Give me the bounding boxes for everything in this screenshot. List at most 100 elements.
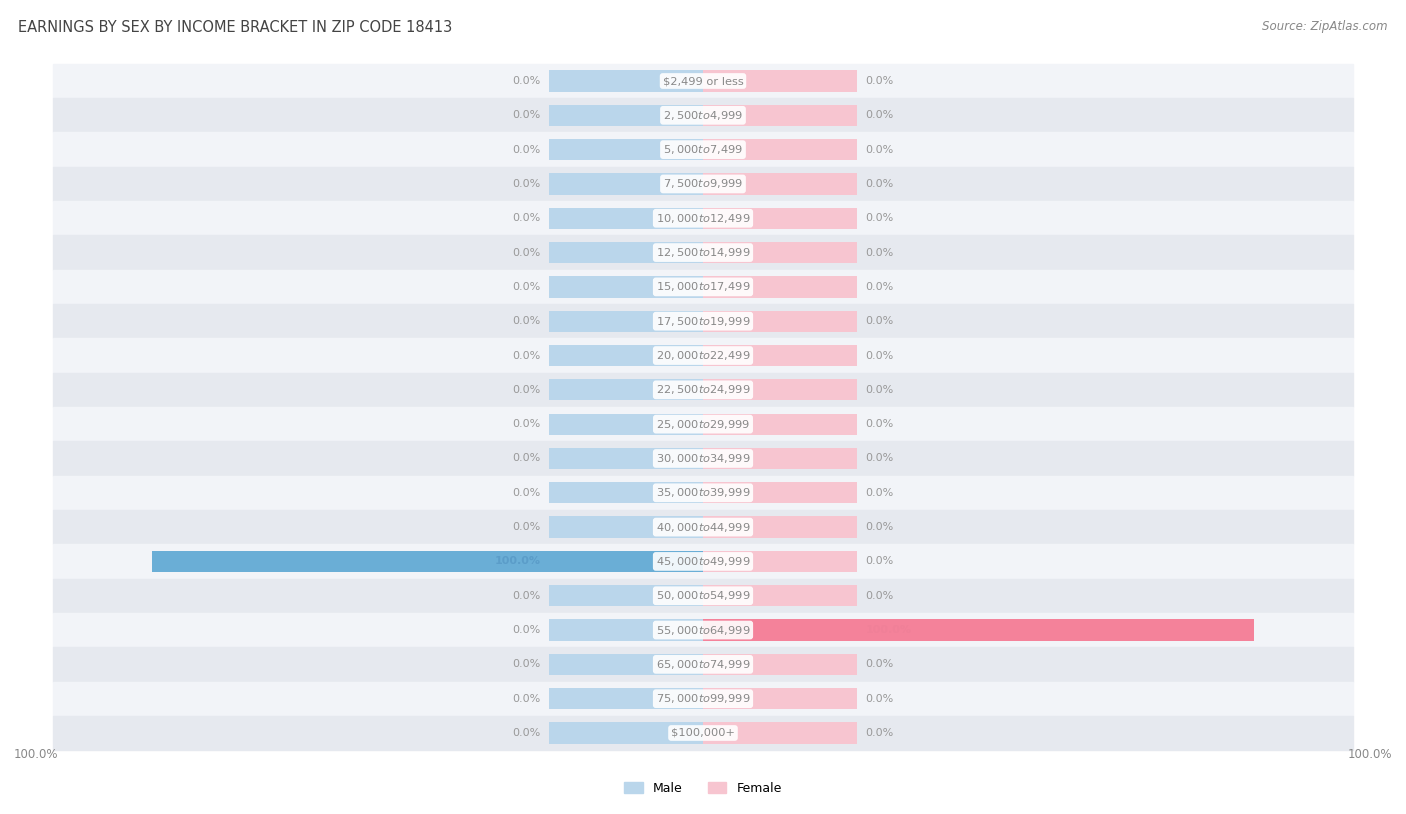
Bar <box>52 545 1354 579</box>
Text: Source: ZipAtlas.com: Source: ZipAtlas.com <box>1263 20 1388 33</box>
Text: 0.0%: 0.0% <box>866 111 894 120</box>
Bar <box>703 722 858 744</box>
Bar <box>52 235 1354 269</box>
Bar <box>548 551 703 572</box>
Bar <box>548 242 703 263</box>
Bar <box>703 311 858 332</box>
Bar <box>703 619 1254 641</box>
Bar <box>52 716 1354 751</box>
Text: 0.0%: 0.0% <box>866 659 894 669</box>
Legend: Male, Female: Male, Female <box>619 777 787 800</box>
Text: $20,000 to $22,499: $20,000 to $22,499 <box>655 349 751 362</box>
Text: 0.0%: 0.0% <box>512 488 540 498</box>
Bar <box>548 379 703 400</box>
Text: $100,000+: $100,000+ <box>671 728 735 738</box>
Bar <box>703 276 858 298</box>
Bar <box>703 585 858 606</box>
Bar <box>52 269 1354 304</box>
Bar <box>52 579 1354 613</box>
Text: 0.0%: 0.0% <box>866 453 894 463</box>
Bar <box>548 482 703 503</box>
Text: $15,000 to $17,499: $15,000 to $17,499 <box>655 280 751 293</box>
Bar <box>703 208 858 229</box>
Text: $7,500 to $9,999: $7,500 to $9,999 <box>664 177 742 190</box>
Text: 0.0%: 0.0% <box>512 659 540 669</box>
Text: 0.0%: 0.0% <box>866 728 894 738</box>
Text: 0.0%: 0.0% <box>512 419 540 429</box>
Bar <box>703 242 858 263</box>
Bar <box>548 70 703 92</box>
Text: $35,000 to $39,999: $35,000 to $39,999 <box>655 486 751 499</box>
Bar <box>548 619 703 641</box>
Bar <box>703 70 858 92</box>
Bar <box>52 441 1354 475</box>
Text: 0.0%: 0.0% <box>866 213 894 223</box>
Text: 100.0%: 100.0% <box>495 557 540 567</box>
Text: 0.0%: 0.0% <box>512 522 540 532</box>
Bar <box>548 345 703 366</box>
Text: 0.0%: 0.0% <box>512 351 540 361</box>
Bar <box>703 448 858 469</box>
Bar <box>703 345 858 366</box>
Bar <box>548 414 703 435</box>
Text: 0.0%: 0.0% <box>512 76 540 86</box>
Bar <box>548 276 703 298</box>
Text: 0.0%: 0.0% <box>866 557 894 567</box>
Bar <box>548 173 703 195</box>
Bar <box>52 133 1354 167</box>
Text: $65,000 to $74,999: $65,000 to $74,999 <box>655 658 751 671</box>
Bar <box>548 139 703 160</box>
Text: 0.0%: 0.0% <box>512 625 540 635</box>
Bar <box>52 681 1354 716</box>
Bar <box>548 105 703 126</box>
Text: 0.0%: 0.0% <box>512 213 540 223</box>
Text: 0.0%: 0.0% <box>512 179 540 189</box>
Bar <box>703 414 858 435</box>
Text: $75,000 to $99,999: $75,000 to $99,999 <box>655 692 751 705</box>
Bar <box>703 654 858 675</box>
Bar <box>52 613 1354 647</box>
Text: 100.0%: 100.0% <box>14 748 59 761</box>
Text: $25,000 to $29,999: $25,000 to $29,999 <box>655 418 751 431</box>
Text: $5,000 to $7,499: $5,000 to $7,499 <box>664 143 742 156</box>
Text: 0.0%: 0.0% <box>866 488 894 498</box>
Text: $2,499 or less: $2,499 or less <box>662 76 744 86</box>
Text: 0.0%: 0.0% <box>512 316 540 326</box>
Text: 0.0%: 0.0% <box>512 247 540 257</box>
Text: 0.0%: 0.0% <box>512 385 540 395</box>
Text: EARNINGS BY SEX BY INCOME BRACKET IN ZIP CODE 18413: EARNINGS BY SEX BY INCOME BRACKET IN ZIP… <box>18 20 453 35</box>
Bar <box>52 510 1354 545</box>
Text: 0.0%: 0.0% <box>866 145 894 155</box>
Bar <box>703 688 858 709</box>
Text: 100.0%: 100.0% <box>866 625 911 635</box>
Bar <box>52 475 1354 510</box>
Bar <box>548 585 703 606</box>
Text: 0.0%: 0.0% <box>512 145 540 155</box>
Bar <box>52 339 1354 373</box>
Bar <box>52 63 1354 98</box>
Text: $55,000 to $64,999: $55,000 to $64,999 <box>655 624 751 637</box>
Text: $12,500 to $14,999: $12,500 to $14,999 <box>655 246 751 259</box>
Text: 0.0%: 0.0% <box>512 453 540 463</box>
Text: 0.0%: 0.0% <box>866 179 894 189</box>
Text: $50,000 to $54,999: $50,000 to $54,999 <box>655 589 751 602</box>
Bar <box>703 482 858 503</box>
Text: 0.0%: 0.0% <box>866 351 894 361</box>
Bar <box>703 139 858 160</box>
Bar <box>548 688 703 709</box>
Text: 0.0%: 0.0% <box>866 247 894 257</box>
Text: 0.0%: 0.0% <box>866 694 894 703</box>
Text: 0.0%: 0.0% <box>512 694 540 703</box>
Bar <box>703 379 858 400</box>
Bar <box>548 722 703 744</box>
Text: 100.0%: 100.0% <box>1347 748 1392 761</box>
Text: 0.0%: 0.0% <box>866 385 894 395</box>
Text: 0.0%: 0.0% <box>866 282 894 292</box>
Bar <box>52 304 1354 339</box>
Bar <box>52 201 1354 235</box>
Bar <box>548 516 703 538</box>
Bar <box>548 448 703 469</box>
Bar <box>703 173 858 195</box>
Bar <box>52 98 1354 133</box>
Text: $10,000 to $12,499: $10,000 to $12,499 <box>655 212 751 225</box>
